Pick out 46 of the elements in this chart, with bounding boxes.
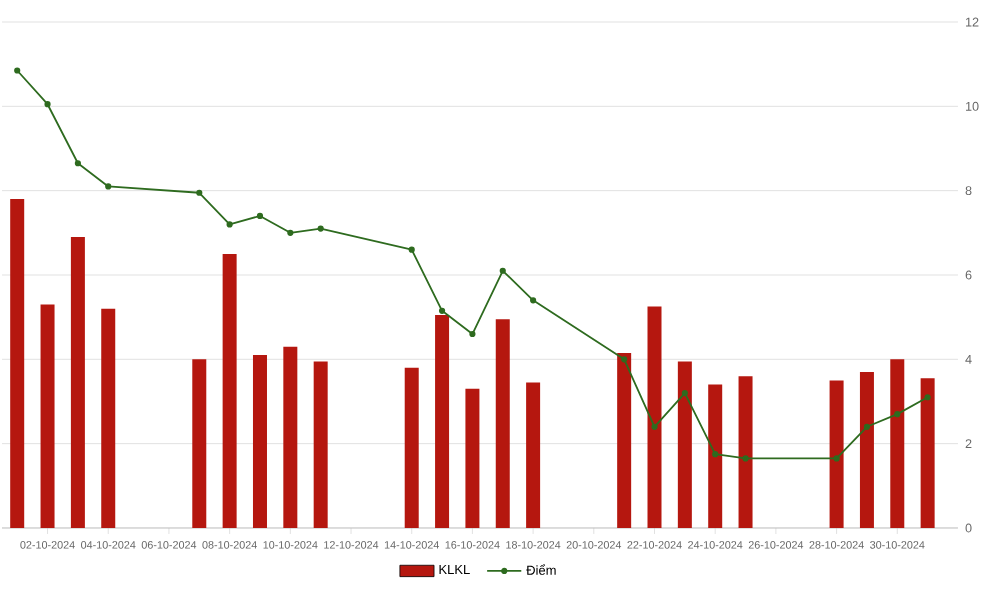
bar (890, 359, 905, 528)
bar (70, 237, 85, 528)
point (105, 183, 112, 190)
bar (617, 352, 632, 528)
point (14, 67, 21, 74)
bar (313, 361, 328, 528)
bar (526, 382, 541, 528)
bar (101, 308, 116, 528)
bar (738, 376, 753, 528)
bar (283, 346, 298, 528)
bar (920, 378, 935, 528)
point (712, 451, 719, 458)
bar (252, 355, 267, 528)
point (44, 101, 51, 108)
point (530, 297, 537, 304)
bar (708, 384, 723, 528)
bar (222, 253, 237, 528)
point (256, 212, 264, 220)
bar (647, 306, 662, 528)
point (833, 455, 840, 462)
bar (192, 359, 207, 528)
bar (495, 319, 510, 528)
bar (404, 367, 419, 528)
bar (859, 371, 874, 528)
point (742, 455, 749, 462)
point (287, 229, 294, 236)
point (317, 225, 324, 232)
point (863, 423, 871, 430)
point (469, 330, 476, 338)
point (499, 267, 506, 274)
point (438, 307, 446, 314)
point (651, 423, 658, 430)
point (621, 356, 628, 363)
bar (435, 315, 450, 528)
point (681, 389, 688, 397)
point (74, 160, 81, 167)
bar (465, 388, 480, 528)
point (894, 411, 901, 418)
point (408, 246, 415, 253)
bar (677, 361, 692, 528)
bar (10, 199, 25, 528)
point (924, 394, 931, 401)
point (196, 189, 203, 196)
bar (829, 380, 844, 528)
bar (40, 304, 55, 528)
point (226, 221, 233, 228)
